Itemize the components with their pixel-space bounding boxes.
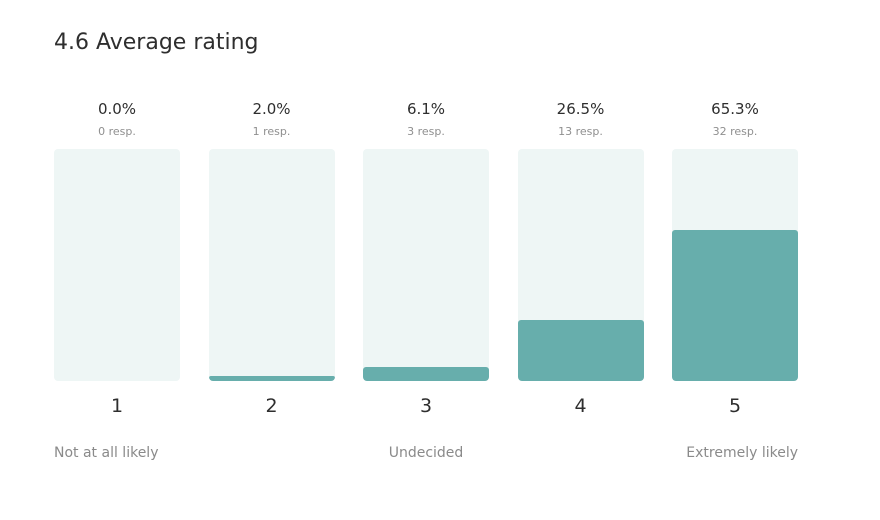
bar-fill <box>363 367 489 381</box>
response-count: 32 resp. <box>712 125 758 138</box>
bar-track <box>208 149 335 381</box>
bar-track <box>517 149 644 381</box>
rating-value-label: 4 <box>574 395 587 417</box>
percent-label: 26.5% <box>556 100 605 118</box>
response-count: 0 resp. <box>98 125 136 138</box>
percent-label: 0.0% <box>97 100 137 118</box>
percent-label: 6.1% <box>406 100 446 118</box>
response-count: 13 resp. <box>558 125 603 138</box>
bar-fill <box>208 376 335 381</box>
scale-mid-label: Undecided <box>388 445 464 461</box>
bar-track <box>54 149 180 381</box>
percent-label: 2.0% <box>252 100 291 118</box>
scale-low-label: Not at all likely <box>54 445 159 461</box>
rating-value-label: 3 <box>419 395 433 417</box>
bar-fill <box>517 320 644 381</box>
rating-value-label: 2 <box>265 395 278 417</box>
percent-label: 65.3% <box>711 100 759 118</box>
average-rating-title: 4.6 Average rating <box>54 30 259 55</box>
rating-value-label: 5 <box>728 395 742 417</box>
response-count: 3 resp. <box>407 125 445 138</box>
bar-track <box>363 149 489 381</box>
bar-fill <box>672 230 798 381</box>
rating-value-label: 1 <box>110 395 124 417</box>
bar-track <box>672 149 798 381</box>
response-count: 1 resp. <box>252 125 291 138</box>
scale-high-label: Extremely likely <box>686 445 798 461</box>
